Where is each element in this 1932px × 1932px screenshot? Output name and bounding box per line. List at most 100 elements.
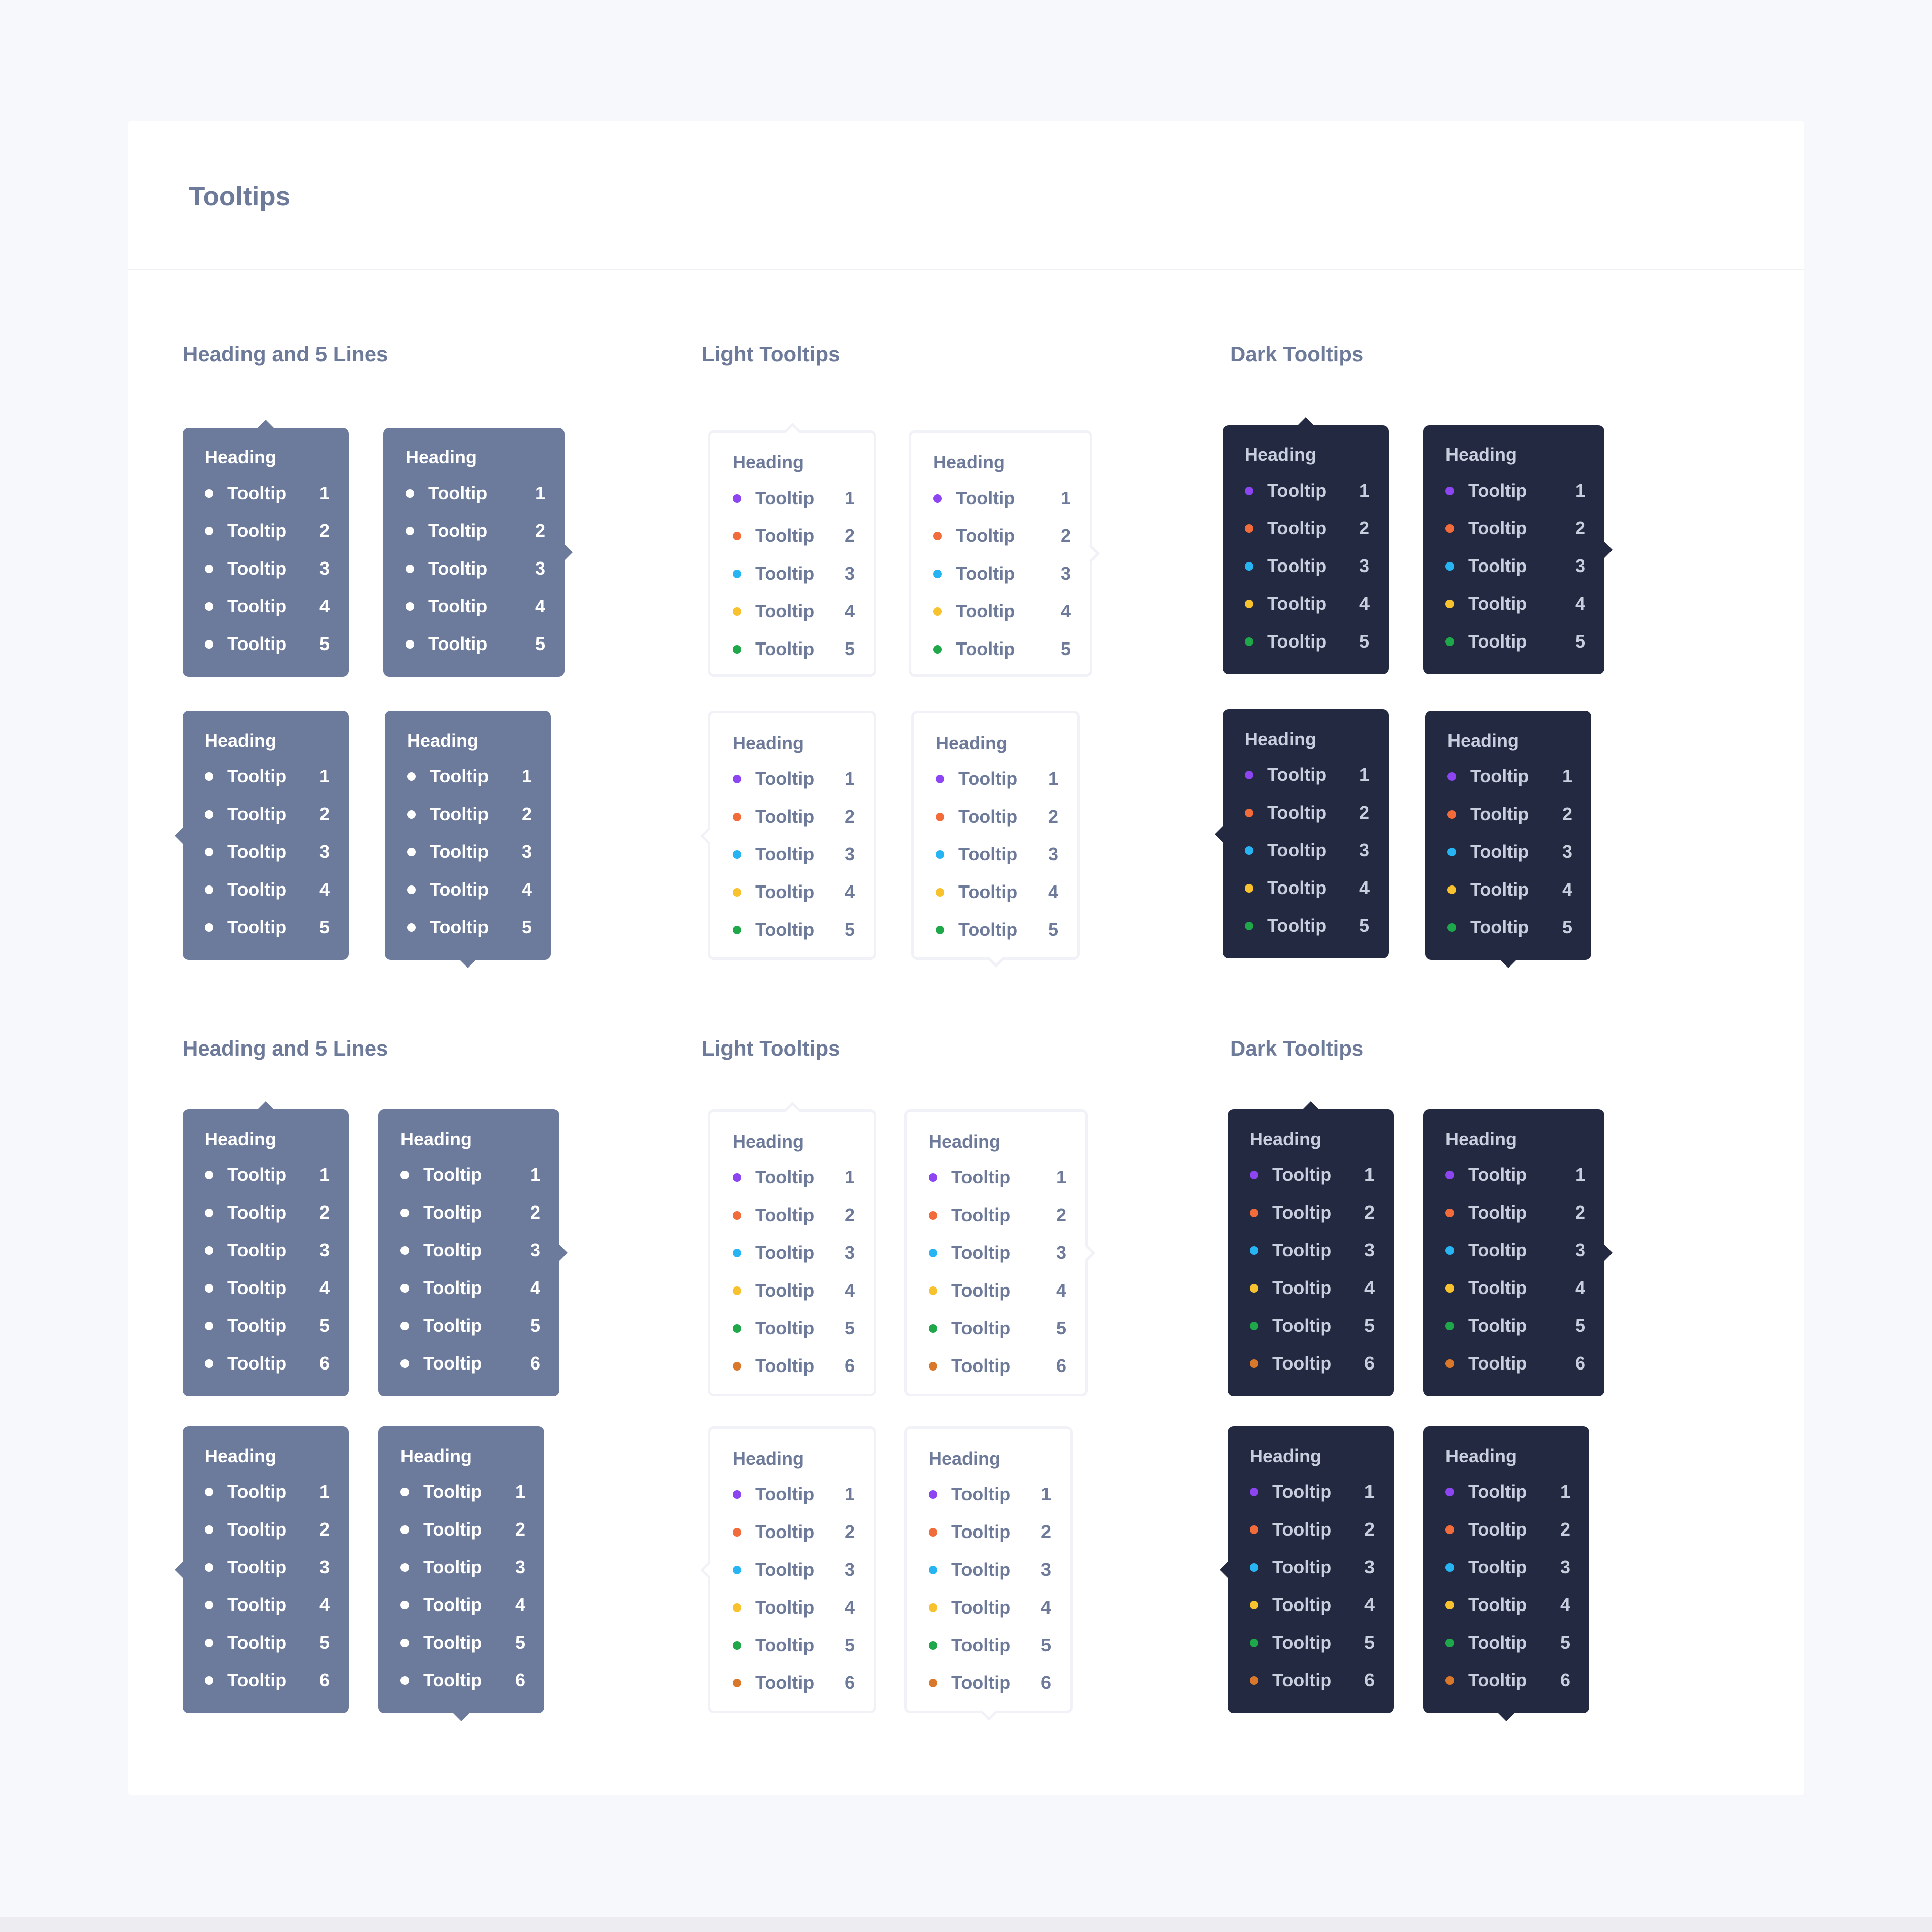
tooltip-label: Tooltip [755,1559,815,1580]
dot-icon [1245,846,1253,855]
tooltip-label: Tooltip [755,919,815,940]
tooltip-value: 2 [844,806,855,827]
tooltip-label: Tooltip [755,1204,815,1225]
tooltip-row: Tooltip 3 [1445,1238,1585,1262]
tooltip-label: Tooltip [423,1277,482,1298]
tooltip-label: Tooltip [755,525,815,546]
page-title: Tooltips [189,182,291,211]
tooltip-value: 6 [1364,1670,1375,1691]
dot-icon [936,812,944,821]
tooltip-label: Tooltip [958,806,1018,827]
tooltip-value: 3 [1359,555,1370,576]
dot-icon [1445,1246,1454,1255]
tooltip-label: Tooltip [1470,917,1530,937]
tooltip-label: Tooltip [755,844,815,864]
tooltip-value: 3 [521,841,532,862]
tooltip-value: 1 [535,482,545,503]
tooltip-row: Tooltip 5 [1250,1314,1375,1338]
tooltip-label: Tooltip [755,488,815,508]
tooltip-row: Tooltip 2 [733,1520,855,1544]
dot-icon [205,1487,213,1496]
section-title-blue-6: Heading and 5 Lines [183,1036,388,1060]
dot-icon [733,1527,741,1537]
dot-icon [205,526,213,535]
tooltip-row: Tooltip 1 [1245,763,1370,787]
tooltip-row: Tooltip 1 [1250,1163,1375,1187]
dot-icon [933,607,942,616]
tooltip-row: Tooltip 5 [733,1316,855,1340]
dot-icon [205,564,213,573]
tooltip-label: Tooltip [1470,766,1530,786]
tooltips-card: Tooltips Heading and 5 Lines Light Toolt… [128,121,1804,1795]
tooltip-row: Tooltip 5 [929,1316,1066,1340]
tooltip-label: Tooltip [227,1594,287,1615]
dot-icon [205,885,213,894]
dot-icon [205,1208,213,1217]
arrow-pointer-icon [980,1703,998,1721]
tooltip-label: Tooltip [956,563,1015,584]
dot-icon [1245,561,1253,571]
dot-icon [1445,1359,1454,1368]
tooltip-row: Tooltip 5 [1245,629,1370,654]
tooltip-row: Tooltip 3 [400,1555,525,1579]
dot-icon [1250,1638,1258,1647]
tooltip-label: Tooltip [755,1484,815,1504]
dot-icon [205,1676,213,1685]
tooltip-value: 6 [844,1355,855,1376]
tooltip-row: Tooltip 5 [205,632,330,656]
dot-icon [1250,1563,1258,1572]
light-tooltip: Heading Tooltip 1 Tooltip 2 Tooltip 3 Tooltip 4 T… [700,711,876,960]
tooltip-row: Tooltip 1 [733,767,855,791]
tooltip-label: Tooltip [227,766,287,786]
tooltip-heading: Heading [1445,1445,1517,1466]
tooltip-heading: Heading [1445,1129,1517,1149]
dot-icon [936,850,944,859]
bottom-strip [0,1917,1932,1932]
tooltip-label: Tooltip [227,879,287,900]
dot-icon [733,888,741,897]
tooltip-value: 1 [1048,768,1058,789]
dark-tooltip: Heading Tooltip 1 Tooltip 2 Tooltip 3 Tooltip 4 T… [1215,709,1389,958]
light-tooltip: Heading Tooltip 1 Tooltip 2 Tooltip 3 Tooltip 4 T… [904,1426,1073,1721]
tooltip-heading: Heading [406,447,477,467]
blue-tooltip: Heading Tooltip 1 Tooltip 2 Tooltip 3 Tooltip 4 T… [383,428,573,677]
tooltip-label: Tooltip [227,1481,287,1502]
tooltip-label: Tooltip [1272,1353,1332,1374]
tooltip-value: 4 [1060,601,1071,621]
blue-tooltip: Heading Tooltip 1 Tooltip 2 Tooltip 3 Tooltip 4 T… [378,1109,568,1396]
tooltip-row: Tooltip 6 [1445,1668,1570,1693]
tooltip-value: 6 [1056,1355,1066,1376]
tooltip-value: 5 [1560,1632,1570,1653]
tooltip-row: Tooltip 3 [929,1241,1066,1265]
tooltip-label: Tooltip [1267,840,1327,860]
tooltip-label: Tooltip [951,1484,1011,1504]
dot-icon [406,564,414,573]
dot-icon [205,1563,213,1572]
tooltip-row: Tooltip 3 [205,556,330,581]
tooltip-row: Tooltip 2 [205,519,330,543]
tooltip-row: Tooltip 4 [1250,1593,1375,1617]
tooltip-label: Tooltip [755,1318,815,1338]
tooltip-row: Tooltip 6 [205,1668,330,1693]
section-title-dark-6: Dark Tooltips [1230,1036,1364,1060]
arrow-pointer-icon [459,951,476,968]
tooltip-label: Tooltip [755,1167,815,1187]
tooltip-row: Tooltip 5 [1245,914,1370,938]
tooltip-value: 3 [1359,840,1370,860]
tooltip-label: Tooltip [1468,1164,1527,1185]
dot-icon [1447,847,1456,856]
tooltip-label: Tooltip [428,558,488,579]
tooltip-label: Tooltip [1272,1202,1332,1223]
tooltip-value: 6 [1040,1672,1051,1693]
tooltip-row: Tooltip 6 [1445,1351,1585,1376]
dot-icon [205,1321,213,1330]
tooltip-value: 5 [1364,1632,1375,1653]
tooltip-value: 5 [1364,1315,1375,1336]
tooltip-row: Tooltip 2 [400,1517,525,1542]
dot-icon [406,526,414,535]
dot-icon [1445,561,1454,571]
dot-icon [1445,524,1454,533]
tooltip-row: Tooltip 6 [1250,1351,1375,1376]
tooltip-row: Tooltip 1 [400,1163,540,1187]
tooltip-value: 5 [530,1315,540,1336]
